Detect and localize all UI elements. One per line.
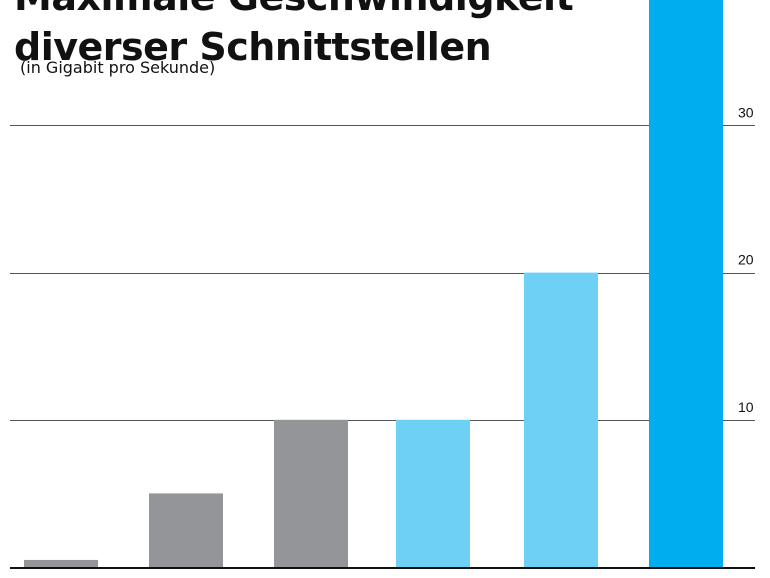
bar-6 [649,0,723,567]
bar-4 [396,419,470,567]
y-tick-label-10: 10 [738,399,754,415]
bar-3 [274,419,348,567]
chart-subtitle: (in Gigabit pro Sekunde) [20,58,216,77]
chart-title: Maximale Geschwindigkeit diverser Schnit… [14,0,574,72]
chart-title-line-1: Maximale Geschwindigkeit [14,0,574,22]
bar-1 [24,559,98,567]
y-tick-label-20: 20 [738,252,754,268]
y-tick-label-30: 30 [738,104,754,120]
chart-title-line-2: diverser Schnittstellen [14,25,492,69]
bar-5 [524,272,598,567]
bar-2 [149,493,223,567]
